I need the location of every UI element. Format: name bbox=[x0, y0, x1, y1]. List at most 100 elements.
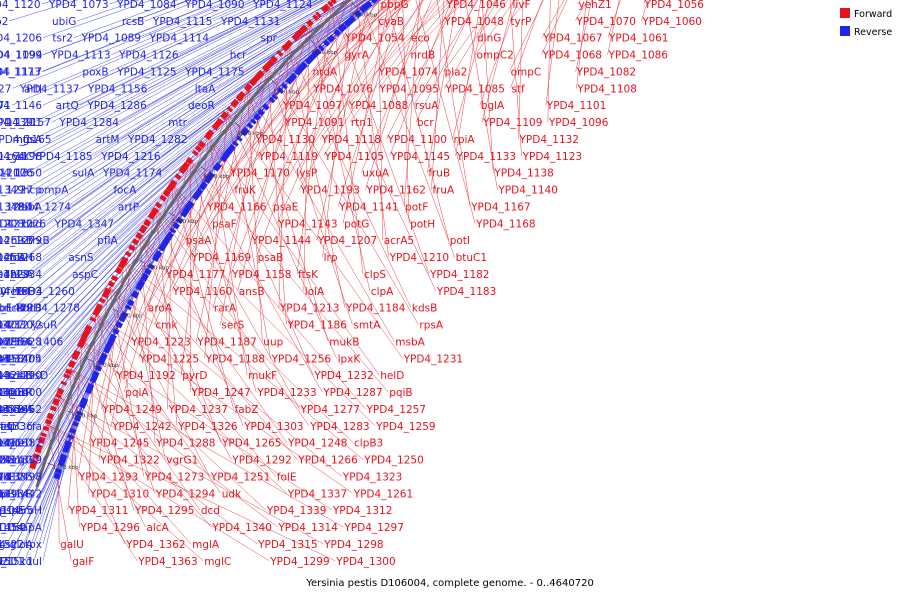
feature-arrow bbox=[326, 34, 336, 43]
leader-line bbox=[42, 105, 267, 342]
tick-label: 1750 kbp bbox=[143, 266, 169, 272]
leader-line bbox=[15, 299, 133, 477]
forward-gene-label: YPD4_1225 bbox=[139, 353, 199, 365]
leader-line bbox=[79, 0, 297, 106]
forward-gene-label: YPD4_1249 bbox=[102, 404, 162, 416]
reverse-gene-label: YPD4_1113 bbox=[50, 50, 110, 62]
feature-arrow bbox=[322, 39, 331, 47]
leader-line bbox=[233, 0, 380, 190]
leader-line bbox=[187, 0, 371, 123]
reverse-gene-label: poxB bbox=[82, 67, 108, 79]
leader-line bbox=[576, 0, 587, 89]
forward-gene-label: YPD4_1067 bbox=[542, 33, 602, 45]
tick-mark bbox=[66, 410, 73, 414]
forward-gene-label: YPD4_1158 bbox=[231, 269, 291, 281]
reverse-gene-label: gloA bbox=[10, 539, 34, 551]
forward-gene-label: YPD4_1337 bbox=[287, 488, 347, 500]
reverse-gene-label: cdd bbox=[23, 218, 42, 230]
forward-gene-label: YPD4_1183 bbox=[436, 286, 496, 298]
feature-arrow bbox=[257, 108, 265, 117]
forward-gene-label: livF bbox=[513, 0, 531, 11]
reverse-gene-label: ompA bbox=[38, 185, 69, 197]
leader-line bbox=[95, 313, 221, 494]
feature-arrow bbox=[206, 129, 215, 138]
forward-gene-label: YPD4_1140 bbox=[497, 185, 557, 197]
reverse-gene-label: YPD4_1216 bbox=[100, 151, 161, 163]
leader-line bbox=[607, 0, 620, 55]
leader-line bbox=[481, 0, 494, 173]
forward-gene-label: YPD4_1096 bbox=[548, 117, 609, 129]
leader-line bbox=[177, 0, 318, 72]
forward-gene-label: rpiA bbox=[454, 134, 476, 146]
leader-line bbox=[475, 0, 516, 55]
feature-arrow bbox=[90, 370, 100, 381]
reverse-gene-label: YPD4_1382 bbox=[0, 438, 42, 450]
leader-line bbox=[6, 405, 83, 545]
leader-line bbox=[208, 135, 380, 376]
leader-line bbox=[42, 0, 361, 207]
leader-line bbox=[46, 0, 368, 224]
leader-line bbox=[42, 0, 367, 224]
forward-gene-label: nrdB bbox=[411, 50, 436, 62]
reverse-gene-label: YPD4_1499 bbox=[0, 505, 6, 517]
leader-line bbox=[25, 0, 322, 157]
leader-line bbox=[82, 340, 267, 511]
leader-line bbox=[124, 260, 232, 460]
forward-gene-label: tyrP bbox=[510, 16, 531, 28]
feature-arrow bbox=[98, 297, 106, 304]
forward-gene-label: YPD4_1145 bbox=[390, 151, 450, 163]
leader-line bbox=[443, 0, 496, 72]
leader-line bbox=[24, 248, 163, 443]
reverse-gene-label: YPD4_1366 bbox=[0, 337, 33, 349]
forward-gene-label: YPD4_1323 bbox=[342, 471, 402, 483]
leader-line bbox=[164, 2, 332, 275]
forward-gene-label: gyrA bbox=[345, 50, 370, 62]
leader-line bbox=[33, 0, 366, 224]
leader-line bbox=[227, 111, 337, 359]
forward-gene-label: YPD4_1283 bbox=[309, 421, 369, 433]
leader-line bbox=[24, 62, 307, 308]
reverse-gene-label: YPD4_1347 bbox=[54, 218, 114, 230]
reverse-gene-label: pncB bbox=[0, 303, 24, 315]
forward-gene-label: YPD4_1143 bbox=[277, 218, 337, 230]
leader-line bbox=[42, 406, 83, 544]
forward-gene-label: mukF bbox=[248, 370, 277, 382]
feature-arrow bbox=[232, 140, 239, 147]
feature-arrow bbox=[99, 352, 108, 362]
leader-line bbox=[139, 234, 156, 443]
leader-line bbox=[109, 286, 342, 477]
forward-gene-label: YPD4_1247 bbox=[190, 387, 250, 399]
leader-line bbox=[541, 0, 568, 55]
feature-arrow bbox=[108, 333, 117, 343]
forward-gene-label: YPD4_1085 bbox=[444, 83, 504, 95]
feature-arrow bbox=[107, 280, 115, 288]
forward-gene-label: clpB3 bbox=[354, 438, 383, 450]
reverse-gene-label: hisH bbox=[10, 252, 33, 264]
reverse-gene-label: YPD4_1165 bbox=[0, 134, 52, 146]
gene-labels: YPD4_1124 YPD4_1090 YPD4_1084 YPD4_1073 YPD4… bbox=[0, 0, 704, 568]
leader-line bbox=[204, 111, 228, 359]
forward-gene-label: YPD4_1231 bbox=[403, 353, 463, 365]
forward-gene-label: YPD4_1296 bbox=[79, 522, 140, 534]
reverse-gene-label: YPD4_1393 bbox=[0, 488, 24, 500]
feature-arrow bbox=[159, 194, 167, 202]
feature-arrow bbox=[285, 76, 294, 85]
forward-gene-label: YPD4_1186 bbox=[286, 320, 347, 332]
reverse-gene-label: YPD4_1157 bbox=[0, 117, 51, 129]
forward-gene-label: yehZ1 bbox=[579, 0, 612, 11]
leader-line bbox=[24, 0, 371, 241]
reverse-gene-label: YPD4_1286 bbox=[86, 100, 147, 112]
leader-line bbox=[283, 0, 404, 123]
leader-line bbox=[386, 0, 457, 140]
feature-arrow bbox=[306, 19, 314, 27]
feature-arrow bbox=[346, 15, 357, 25]
forward-gene-label: ompC2 bbox=[477, 50, 514, 62]
leader-line bbox=[190, 159, 323, 393]
reverse-gene-label: YPD4_1270 bbox=[0, 218, 33, 230]
reverse-gene-label: YPD4_1173 bbox=[0, 67, 41, 79]
leader-line bbox=[69, 368, 212, 528]
leader-line bbox=[303, 23, 310, 291]
reverse-gene-label: YPD4_1507 bbox=[0, 522, 33, 534]
feature-arrow bbox=[320, 3, 331, 14]
feature-arrow bbox=[42, 425, 50, 432]
